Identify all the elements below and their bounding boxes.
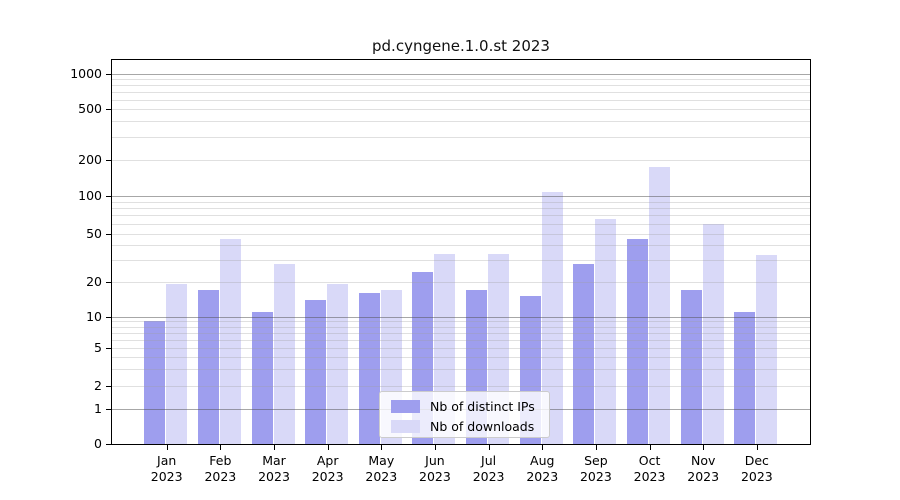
legend-swatch-distinct-ips — [391, 400, 420, 413]
x-tick-label: Dec 2023 — [740, 453, 773, 484]
y-tick-label: 10 — [86, 308, 102, 324]
bar-distinct-ips-may — [358, 292, 380, 444]
bar-downloads-aug — [541, 192, 563, 444]
x-tick-label: Jun 2023 — [419, 453, 451, 484]
x-tick-label: Mar 2023 — [258, 453, 290, 484]
y-tick-mark — [106, 196, 111, 197]
legend-swatch-downloads — [391, 420, 420, 433]
x-tick-mark — [220, 445, 222, 450]
x-tick-mark — [649, 445, 651, 450]
legend-label-downloads: Nb of downloads — [430, 419, 535, 434]
y-tick-label: 2 — [94, 377, 102, 393]
y-tick-mark — [106, 348, 111, 349]
bar-distinct-ips-feb — [197, 289, 219, 444]
x-tick-mark — [595, 445, 597, 450]
bar-downloads-feb — [219, 239, 241, 444]
x-tick-label: Jul 2023 — [472, 453, 505, 484]
y-tick-mark — [106, 316, 111, 318]
bar-distinct-ips-apr — [305, 299, 327, 444]
y-tick-label: 100 — [78, 188, 102, 203]
bar-distinct-ips-jan — [144, 321, 166, 444]
x-tick-mark — [434, 445, 436, 450]
bar-downloads-apr — [327, 284, 349, 444]
y-tick-mark — [106, 160, 111, 161]
y-tick-mark — [106, 74, 111, 75]
bars-layer — [112, 60, 810, 444]
x-tick-label: Aug 2023 — [526, 453, 559, 484]
bar-downloads-jan — [166, 284, 188, 444]
x-tick-mark — [756, 445, 758, 450]
plot-area — [111, 59, 811, 445]
x-tick-mark — [274, 445, 275, 450]
y-tick-label: 500 — [78, 101, 102, 116]
bar-downloads-sep — [595, 219, 617, 444]
x-tick-label: Apr 2023 — [311, 453, 344, 484]
y-tick-mark — [106, 281, 111, 283]
x-tick-mark — [381, 445, 383, 450]
y-tick-mark — [106, 233, 111, 235]
bar-downloads-oct — [649, 166, 671, 444]
x-tick-label: Oct 2023 — [633, 453, 666, 484]
y-tick-label: 1 — [94, 400, 102, 416]
bar-distinct-ips-nov — [680, 289, 702, 444]
y-tick-mark — [106, 443, 111, 445]
bar-downloads-nov — [702, 223, 724, 444]
bar-distinct-ips-sep — [573, 263, 595, 444]
x-tick-label: May 2023 — [365, 453, 398, 484]
bar-downloads-mar — [273, 263, 295, 444]
legend-label-distinct-ips: Nb of distinct IPs — [430, 399, 535, 414]
x-tick-label: Jan 2023 — [150, 453, 183, 484]
x-tick-mark — [327, 445, 329, 450]
y-tick-label: 50 — [86, 225, 102, 241]
x-tick-label: Nov 2023 — [687, 453, 720, 484]
y-tick-label: 5 — [94, 340, 102, 355]
x-tick-label: Feb 2023 — [204, 453, 237, 484]
y-tick-label: 20 — [86, 273, 102, 289]
y-tick-mark — [106, 408, 111, 410]
legend-item-distinct-ips: Nb of distinct IPs — [391, 398, 541, 415]
y-tick-mark — [106, 109, 111, 110]
y-tick-mark — [106, 385, 111, 387]
x-tick-mark — [542, 445, 544, 450]
bar-downloads-dec — [756, 255, 778, 444]
y-tick-label: 0 — [94, 435, 102, 451]
legend-item-downloads: Nb of downloads — [391, 418, 541, 435]
chart-title: pd.cyngene.1.0.st 2023 — [372, 37, 550, 55]
x-tick-mark — [703, 445, 705, 450]
x-tick-label: Sep 2023 — [579, 453, 612, 484]
y-tick-label: 1000 — [70, 66, 102, 81]
bar-distinct-ips-dec — [734, 311, 756, 444]
x-tick-mark — [488, 445, 490, 450]
bar-distinct-ips-oct — [627, 239, 649, 444]
x-tick-mark — [166, 445, 168, 450]
y-tick-label: 200 — [78, 152, 102, 167]
legend: Nb of distinct IPs Nb of downloads — [379, 391, 550, 438]
bar-distinct-ips-mar — [251, 311, 273, 444]
